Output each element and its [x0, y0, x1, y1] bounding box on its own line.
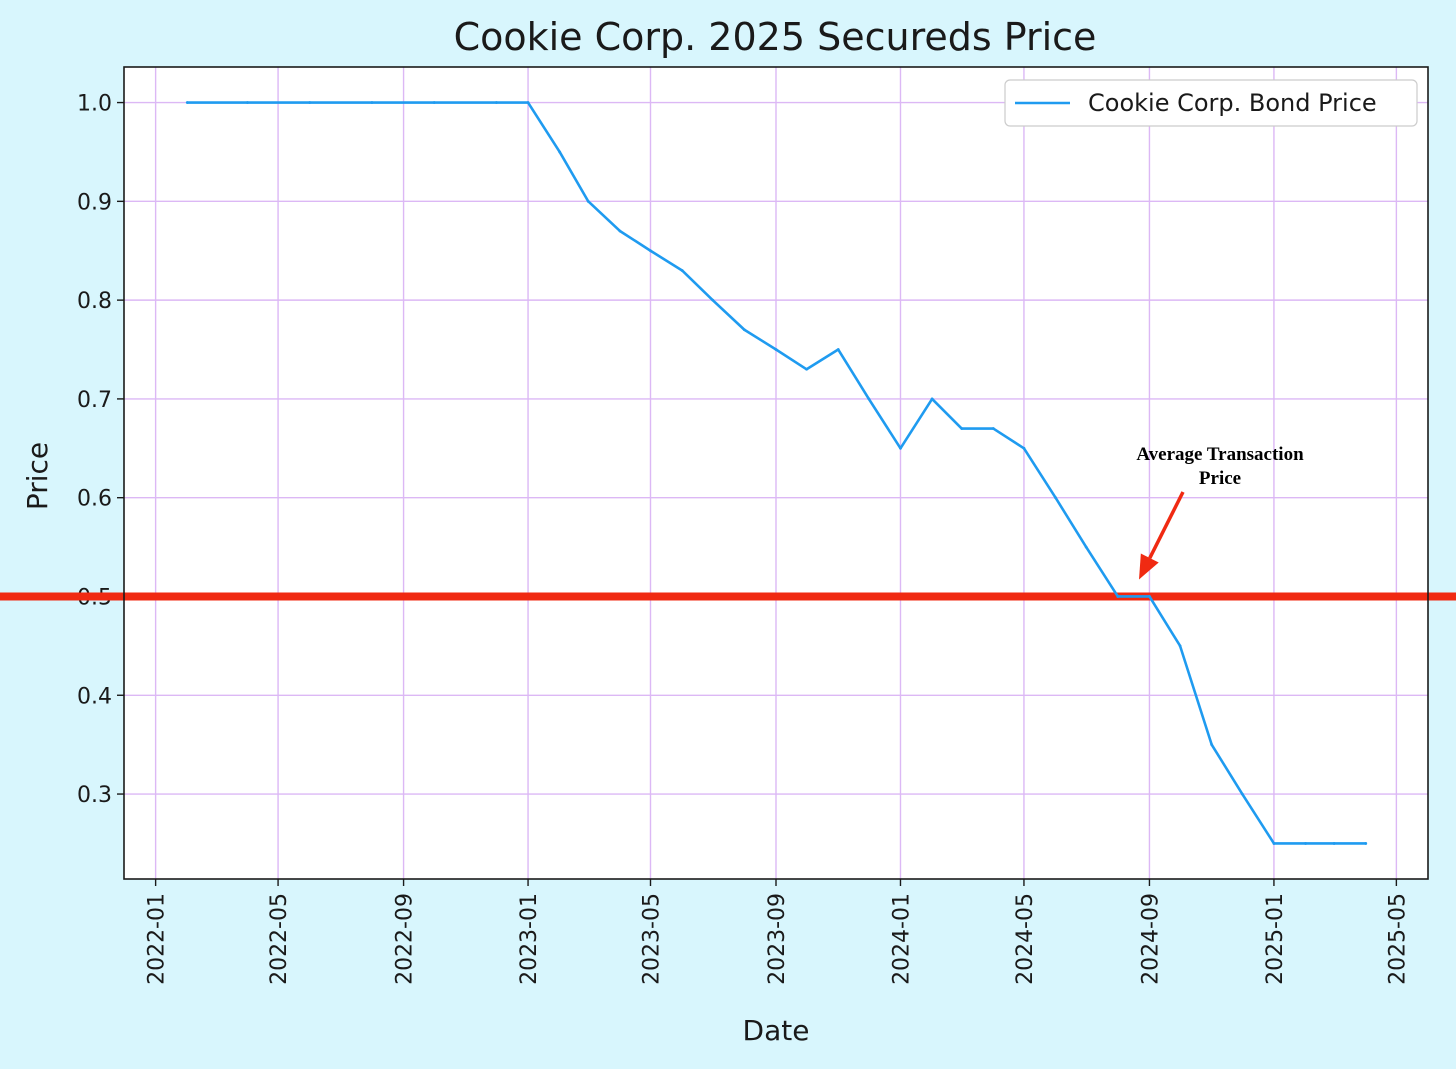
y-tick-label: 0.8 [77, 289, 112, 314]
bond-price-point [899, 446, 902, 450]
bond-price-point [1240, 792, 1244, 796]
bond-price-point [308, 101, 312, 104]
bond-price-point [960, 427, 964, 430]
bond-price-point [618, 229, 622, 233]
x-tick-label: 2024-05 [1013, 893, 1038, 985]
annotation-line-2: Price [1199, 468, 1241, 489]
x-tick-label: 2023-01 [517, 893, 542, 985]
bond-price-point [742, 328, 746, 332]
bond-price-point [185, 101, 189, 104]
bond-price-point [246, 101, 249, 104]
x-tick-label: 2024-09 [1138, 893, 1163, 985]
legend-label: Cookie Corp. Bond Price [1088, 89, 1377, 117]
bond-price-point [1304, 842, 1307, 845]
series-layer [185, 101, 1368, 845]
bond-price-point [1054, 496, 1057, 500]
x-tick-label: 2024-01 [889, 893, 914, 985]
annotation-arrow-shaft [1148, 491, 1185, 559]
bond-price-point [526, 101, 530, 104]
bond-price-point [1084, 545, 1088, 549]
x-tick-label: 2022-09 [393, 893, 418, 985]
bond-price-point [586, 199, 590, 203]
bond-price-point [649, 249, 652, 253]
bond-price-point [680, 269, 684, 272]
bond-price-point [432, 101, 436, 104]
bond-price-point [1210, 743, 1214, 747]
bond-price-point [1178, 644, 1182, 648]
x-tick-label: 2025-01 [1263, 893, 1288, 985]
chart-title: Cookie Corp. 2025 Secureds Price [454, 15, 1097, 59]
bond-price-line [187, 101, 1366, 845]
bond-price-point [1364, 842, 1368, 845]
bond-price-point [774, 348, 778, 351]
bond-price-point [558, 150, 562, 154]
bond-price-point [836, 348, 840, 351]
annotation-arrow-head [1139, 553, 1159, 580]
bond-price-point [370, 101, 374, 104]
x-tick-label: 2022-05 [267, 893, 292, 985]
bond-price-point [805, 367, 809, 371]
y-tick-label: 0.3 [77, 783, 112, 808]
bond-price-point [1022, 446, 1026, 450]
y-tick-label: 0.9 [77, 190, 112, 215]
bond-price-point [1272, 842, 1276, 845]
y-tick-label: 0.7 [77, 388, 112, 413]
y-axis-label: Price [21, 442, 54, 510]
y-axis-ticks: 0.30.40.50.60.70.80.91.0 [77, 92, 124, 808]
bond-price-point [1116, 595, 1120, 598]
x-tick-label: 2023-05 [639, 893, 664, 985]
y-tick-label: 1.0 [77, 92, 112, 117]
x-axis-ticks: 2022-01 2022-05 2022-09 2023-01 2023-05 2023-… [145, 879, 1410, 985]
bond-price-point [930, 397, 934, 401]
x-axis-label: Date [743, 1014, 810, 1047]
annotation-line-1: Average Transaction [1136, 444, 1304, 465]
legend-box [1004, 79, 1418, 127]
y-tick-label: 0.6 [77, 487, 112, 512]
bond-price-point [867, 397, 871, 401]
x-tick-label: 2025-05 [1385, 893, 1410, 985]
plot-frame [123, 66, 1429, 880]
bond-price-point [1148, 595, 1151, 598]
bond-price-point [711, 298, 715, 302]
x-tick-label: 2023-09 [765, 893, 790, 985]
y-tick-label: 0.4 [77, 684, 112, 709]
legend: Cookie Corp. Bond Price [1004, 79, 1418, 127]
bond-price-point [495, 101, 498, 104]
bond-price-point [1332, 842, 1336, 845]
annotation: Average Transaction Price [1136, 444, 1304, 580]
x-tick-label: 2022-01 [145, 893, 170, 985]
bond-price-point [991, 427, 995, 430]
